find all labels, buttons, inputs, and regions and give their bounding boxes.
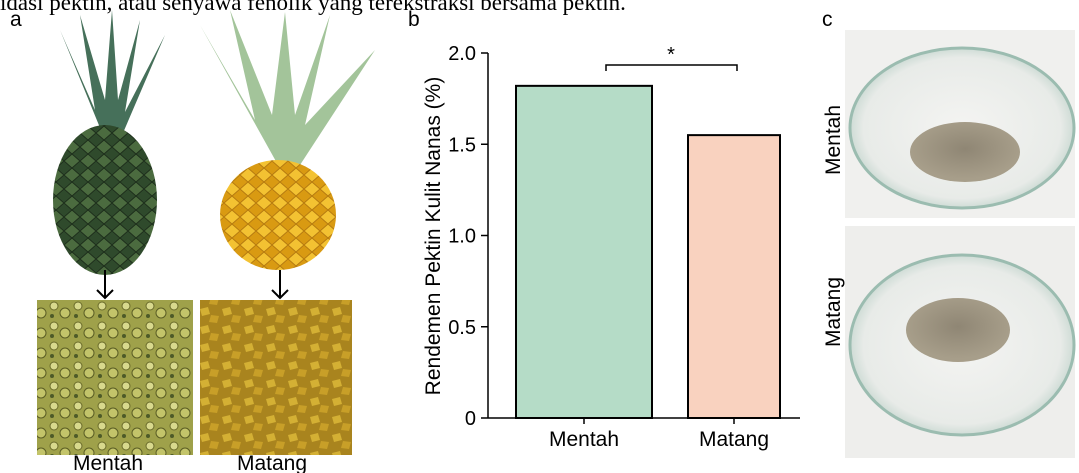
photo-powder-raw [845,30,1076,218]
y-tick-label: 0 [465,408,476,430]
photo-ripe-peel [200,300,352,455]
bar [687,134,781,419]
panel-label: b [408,8,420,31]
pineapple-ripe [200,10,375,270]
y-tick-label: 1.0 [448,226,476,248]
x-tick-label: Matang [699,428,769,451]
photo-raw-peel [37,300,193,455]
x-tick-label: Mentah [549,428,619,451]
y-tick-label: 2.0 [448,43,476,65]
photo-label: Matang [237,452,307,473]
significance-mark: * [667,44,675,66]
photo-label: Mentah [73,452,143,473]
bar [515,84,653,419]
y-axis-title: Rendemen Pektin Kulit Nanas (%) [422,77,445,396]
y-tick-label: 1.5 [448,134,476,156]
plot: 0 0.5 1.0 1.5 2.0 Mentah Matang * [448,43,800,451]
y-tick-label: 0.5 [448,317,476,339]
arrows [96,270,289,300]
photo-label: Mentah [822,105,845,175]
pineapple-raw [53,10,165,275]
photo-powder-ripe [845,226,1076,458]
panel-label: c [822,8,833,31]
significance-bracket [605,64,738,71]
photo-label: Matang [822,277,845,347]
caption-fragment: idasi pektin, atau senyawa fenolik yang … [0,0,626,15]
panel-label: a [10,8,22,31]
